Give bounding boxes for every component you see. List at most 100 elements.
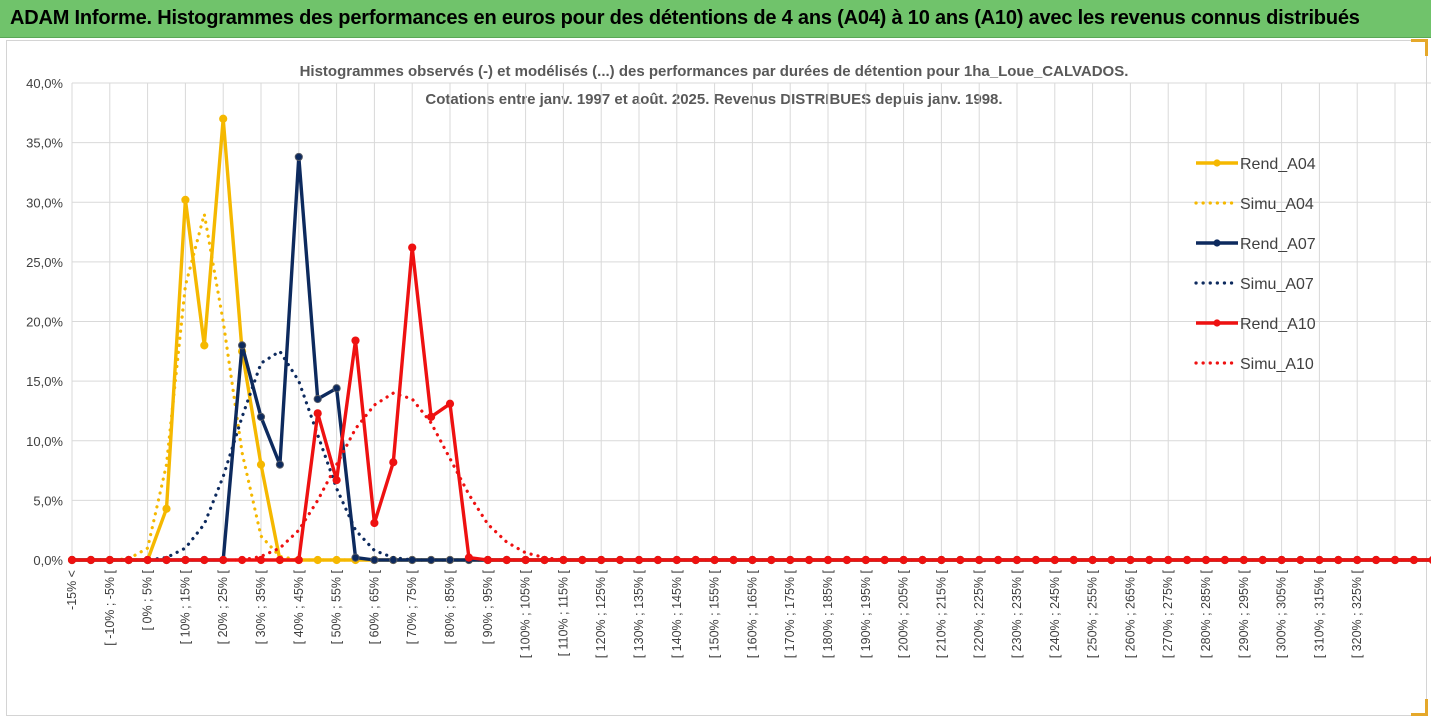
y-tick-label: 30,0% (26, 195, 63, 210)
data-point (219, 114, 228, 123)
resize-handle-top-right[interactable] (1411, 39, 1428, 56)
chart-title: Histogrammes observés (-) et modélisés (… (300, 63, 1129, 80)
data-point (256, 555, 266, 565)
plot-series (67, 114, 1431, 565)
x-tick-label: [ 220% ; 225% [ (972, 569, 986, 658)
data-point (256, 460, 266, 469)
legend-item: Simu_A07 (1194, 276, 1314, 293)
data-point (351, 336, 360, 345)
x-tick-label: [ 60% ; 65% [ (367, 569, 381, 644)
data-point (162, 504, 171, 513)
x-tick-label: [ 0% ; 5% [ (141, 569, 155, 630)
x-tick-label: [ 10% ; 15% [ (178, 569, 192, 644)
y-tick-label: 10,0% (26, 434, 63, 449)
data-point (294, 152, 303, 162)
x-tick-label: -15% < (65, 570, 79, 610)
chart-subtitle: Cotations entre janv. 1997 et août. 2025… (425, 91, 1002, 108)
x-tick-label: [ 120% ; 125% [ (594, 569, 608, 658)
data-point (181, 195, 190, 204)
data-point (256, 412, 266, 421)
legend-item: Rend_A10 (1196, 316, 1316, 333)
y-tick-label: 0,0% (33, 553, 63, 568)
legend-label: Simu_A07 (1240, 276, 1314, 293)
data-point (275, 460, 284, 469)
x-tick-label: [ 260% ; 265% [ (1123, 569, 1137, 658)
x-tick-label: [ 30% ; 35% [ (254, 569, 268, 644)
y-tick-label: 5,0% (33, 493, 63, 508)
data-point (370, 555, 379, 565)
x-tick-label: [ 130% ; 135% [ (632, 569, 646, 658)
data-point (748, 555, 757, 565)
legend-item: Rend_A04 (1196, 156, 1316, 173)
legend-marker (1213, 159, 1221, 167)
x-tick-label: [ 110% ; 115% [ (556, 569, 570, 656)
x-tick-label: [ 100% ; 105% [ (519, 569, 533, 658)
y-axis: 0,0% 5,0% 10,0% 15,0% 20,0% 25,0% 30,0% 35,0% 40… (26, 76, 63, 568)
legend-label: Rend_A10 (1240, 316, 1316, 333)
data-point (294, 555, 303, 565)
resize-handle-bottom-right[interactable] (1411, 699, 1428, 716)
x-tick-label: [ 250% ; 255% [ (1086, 569, 1100, 658)
data-point (332, 476, 341, 485)
x-tick-label: [ 20% ; 25% [ (216, 569, 230, 644)
data-point (445, 399, 455, 408)
x-tick-label: [ 270% ; 275% [ (1161, 569, 1175, 658)
x-tick-label: [ 80% ; 85% [ (443, 569, 457, 644)
series-Rend_A07 (67, 152, 1431, 565)
x-tick-label: [ 230% ; 235% [ (1010, 569, 1024, 658)
legend: Rend_A04 Simu_A04 Rend_A07 Simu_A07 Rend_A10… (1194, 156, 1316, 373)
data-point (805, 555, 814, 565)
x-tick-label: [ 160% ; 165% [ (745, 569, 759, 658)
y-tick-label: 35,0% (26, 136, 63, 151)
legend-label: Simu_A04 (1240, 196, 1314, 213)
series-Rend_A04 (67, 114, 1431, 565)
legend-marker (1213, 319, 1221, 327)
report-title: ADAM Informe. Histogrammes des performan… (10, 7, 1360, 29)
data-point (389, 458, 398, 467)
series-line (72, 117, 1431, 562)
data-point (332, 384, 341, 393)
data-point (408, 243, 417, 252)
series-line (70, 212, 1431, 562)
x-tick-label: [ -10% ; -5% [ (103, 569, 117, 645)
x-tick-label: [ 170% ; 175% [ (783, 569, 797, 658)
x-tick-label: [ 190% ; 195% [ (859, 569, 873, 658)
series-line (72, 155, 1431, 562)
x-tick-label: [ 210% ; 215% [ (934, 569, 948, 658)
x-tick-label: [ 140% ; 145% [ (670, 569, 684, 658)
x-tick-label: [ 290% ; 295% [ (1237, 569, 1251, 658)
chart-frame (6, 40, 1427, 716)
legend-item: Simu_A04 (1194, 196, 1314, 213)
x-tick-label: [ 70% ; 75% [ (405, 569, 419, 644)
x-tick-label: [ 90% ; 95% [ (481, 569, 495, 644)
x-tick-label: [ 150% ; 155% [ (708, 569, 722, 658)
data-point (521, 555, 530, 565)
legend-label: Rend_A07 (1240, 236, 1316, 253)
legend-item: Simu_A10 (1194, 356, 1314, 373)
data-point (464, 553, 473, 562)
data-point (313, 409, 322, 418)
x-tick-label: [ 50% ; 55% [ (330, 569, 344, 644)
data-point (200, 341, 209, 350)
x-tick-label: [ 310% ; 315% [ (1312, 569, 1326, 658)
x-axis: -15% < [ -10% ; -5% [ [ 0% ; 5% [ [ 10% ; 1… (65, 569, 1364, 658)
x-tick-label: [ 320% ; 325% [ (1350, 569, 1364, 658)
series-line (70, 391, 1431, 562)
data-point (427, 412, 436, 421)
data-point (313, 394, 322, 404)
x-tick-label: [ 40% ; 45% [ (292, 569, 306, 644)
data-point (275, 555, 284, 565)
legend-label: Simu_A10 (1240, 356, 1314, 373)
data-point (238, 341, 247, 350)
x-tick-label: [ 280% ; 285% [ (1199, 569, 1213, 658)
y-tick-label: 40,0% (26, 76, 63, 91)
report-banner: ADAM Informe. Histogrammes des performan… (0, 0, 1431, 38)
x-tick-label: [ 300% ; 305% [ (1275, 569, 1289, 658)
series-line (72, 245, 1431, 562)
data-point (502, 555, 511, 565)
x-tick-label: [ 180% ; 185% [ (821, 569, 835, 658)
data-point (351, 553, 360, 562)
data-point (483, 555, 492, 565)
series-Simu_A10 (70, 391, 1431, 562)
